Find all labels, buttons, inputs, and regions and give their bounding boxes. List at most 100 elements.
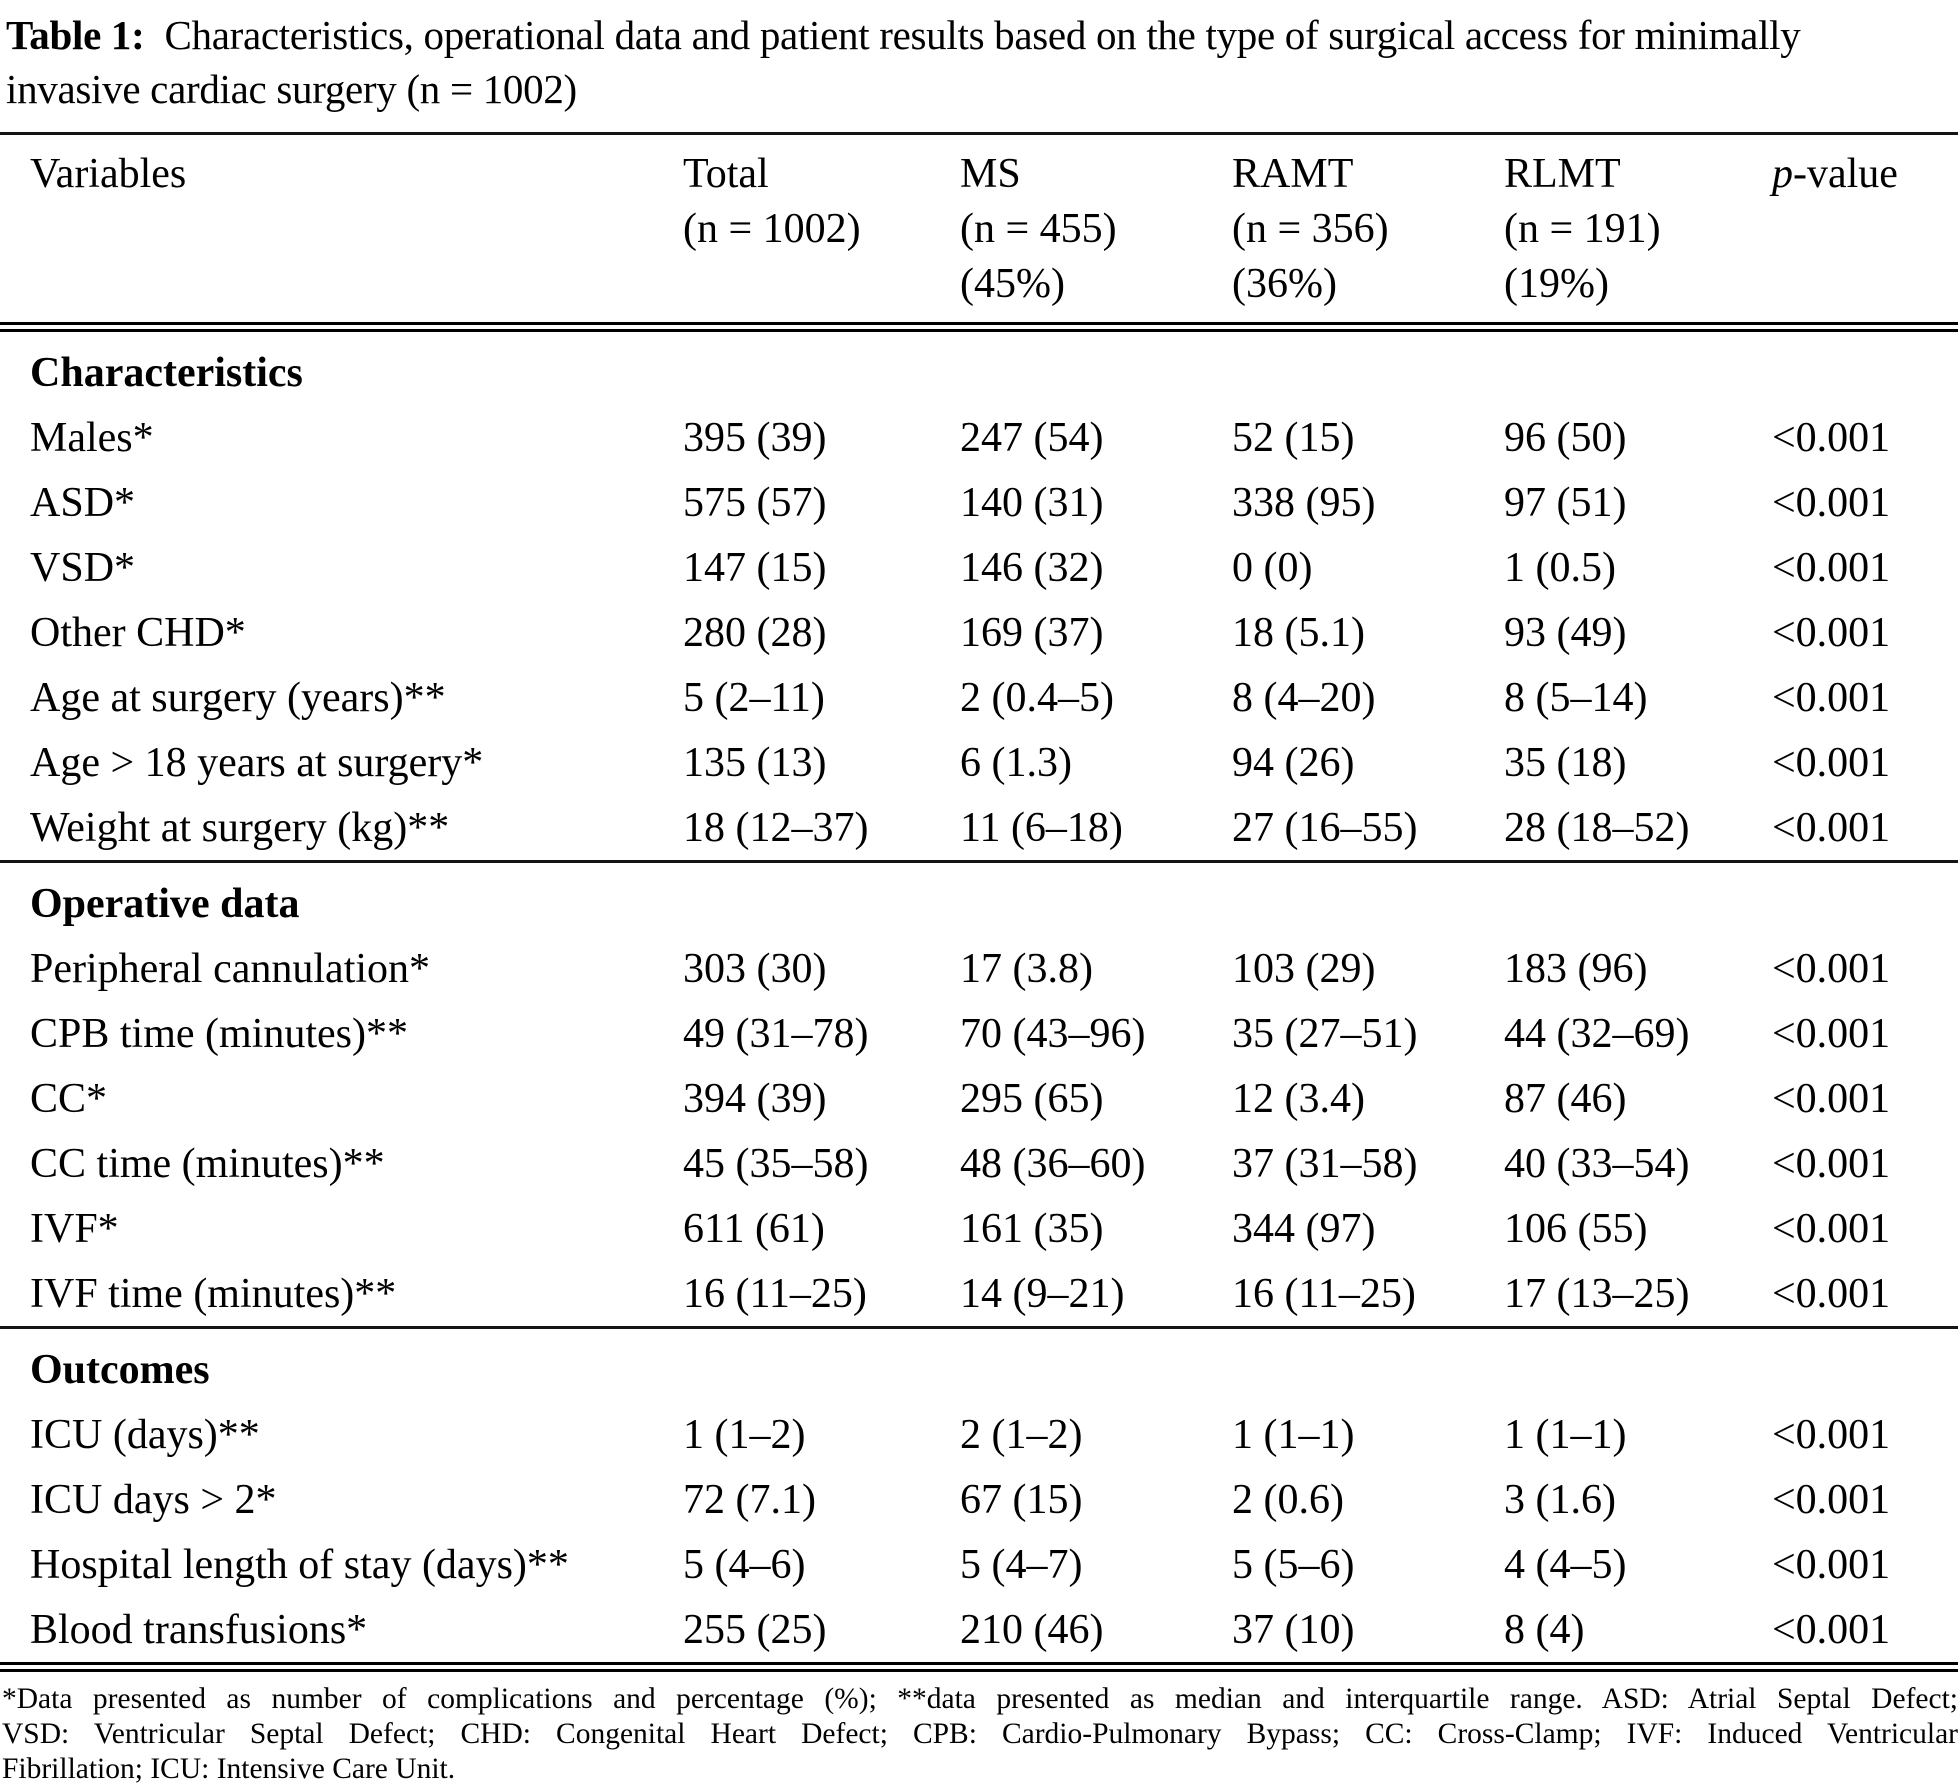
row-value: 295 (65) xyxy=(960,1075,1104,1122)
row-label: ICU days > 2* xyxy=(30,1476,277,1523)
row-value: 2 (1–2) xyxy=(960,1411,1083,1458)
col-header-pvalue: p-value xyxy=(1772,133,1958,332)
row-value: 11 (6–18) xyxy=(960,804,1123,851)
table-caption: Table 1: Characteristics, operational dat… xyxy=(0,0,1960,116)
table-row: Blood transfusions* 255 (25) 210 (46) 37… xyxy=(0,1597,1958,1667)
row-value: 52 (15) xyxy=(1232,414,1355,461)
row-label: ICU (days)** xyxy=(30,1411,260,1458)
table-section: Characteristics Males* 395 (39) 247 (54)… xyxy=(0,327,1958,862)
section-title: Characteristics xyxy=(30,349,303,396)
row-value: <0.001 xyxy=(1772,544,1891,591)
row-value: 0 (0) xyxy=(1232,544,1313,591)
row-label: Hospital length of stay (days)** xyxy=(30,1541,569,1588)
row-value: 72 (7.1) xyxy=(683,1476,816,1523)
row-value: 6 (1.3) xyxy=(960,739,1072,786)
row-value: 35 (18) xyxy=(1504,739,1627,786)
row-label: CC time (minutes)** xyxy=(30,1140,385,1187)
table-row: Males* 395 (39) 247 (54) 52 (15) 96 (50)… xyxy=(0,405,1958,470)
table-row: IVF* 611 (61) 161 (35) 344 (97) 106 (55)… xyxy=(0,1196,1958,1261)
row-value: 49 (31–78) xyxy=(683,1010,869,1057)
row-label: Blood transfusions* xyxy=(30,1606,368,1653)
row-value: 103 (29) xyxy=(1232,945,1376,992)
row-value: 14 (9–21) xyxy=(960,1270,1125,1317)
row-value: 18 (12–37) xyxy=(683,804,869,851)
row-value: 247 (54) xyxy=(960,414,1104,461)
row-value: 1 (1–2) xyxy=(683,1411,806,1458)
row-label: Peripheral cannulation* xyxy=(30,945,431,992)
row-label: CC* xyxy=(30,1075,108,1122)
row-value: <0.001 xyxy=(1772,479,1891,526)
row-value: 8 (4) xyxy=(1504,1606,1585,1653)
row-value: <0.001 xyxy=(1772,804,1891,851)
row-label: VSD* xyxy=(30,544,136,591)
row-value: 27 (16–55) xyxy=(1232,804,1418,851)
row-label: Age at surgery (years)** xyxy=(30,674,446,721)
row-value: 575 (57) xyxy=(683,479,827,526)
row-value: 135 (13) xyxy=(683,739,827,786)
row-value: 183 (96) xyxy=(1504,945,1648,992)
row-value: 395 (39) xyxy=(683,414,827,461)
row-label: IVF time (minutes)** xyxy=(30,1270,397,1317)
row-value: 161 (35) xyxy=(960,1205,1104,1252)
table-row: CC* 394 (39) 295 (65) 12 (3.4) 87 (46) <… xyxy=(0,1066,1958,1131)
section-title: Operative data xyxy=(30,880,300,927)
row-value: <0.001 xyxy=(1772,1411,1891,1458)
footnote-line: *Data presented as number of complicatio… xyxy=(2,1683,1958,1715)
row-value: 35 (27–51) xyxy=(1232,1010,1418,1057)
row-value: 8 (5–14) xyxy=(1504,674,1648,721)
row-value: 37 (10) xyxy=(1232,1606,1355,1653)
row-value: 3 (1.6) xyxy=(1504,1476,1616,1523)
table-header: Variables Total (n = 1002) MS (n = 455) … xyxy=(0,133,1958,332)
row-value: <0.001 xyxy=(1772,945,1891,992)
table-row: IVF time (minutes)** 16 (11–25) 14 (9–21… xyxy=(0,1261,1958,1328)
table-row: Age at surgery (years)** 5 (2–11) 2 (0.4… xyxy=(0,665,1958,730)
table-row: CC time (minutes)** 45 (35–58) 48 (36–60… xyxy=(0,1131,1958,1196)
caption-text-2: invasive cardiac surgery (n = 1002) xyxy=(6,66,577,112)
row-value: 5 (2–11) xyxy=(683,674,825,721)
row-value: 94 (26) xyxy=(1232,739,1355,786)
row-value: 4 (4–5) xyxy=(1504,1541,1627,1588)
header-row: Variables Total (n = 1002) MS (n = 455) … xyxy=(0,133,1958,332)
row-value: 146 (32) xyxy=(960,544,1104,591)
row-value: 67 (15) xyxy=(960,1476,1083,1523)
row-label: Other CHD* xyxy=(30,609,246,656)
row-label: Weight at surgery (kg)** xyxy=(30,804,450,851)
col-header-ms: MS (n = 455) (45%) xyxy=(960,133,1232,332)
pvalue-header-text: p-value xyxy=(1772,151,1898,197)
row-label: CPB time (minutes)** xyxy=(30,1010,408,1057)
row-value: 8 (4–20) xyxy=(1232,674,1376,721)
col-header-total: Total (n = 1002) xyxy=(683,133,960,332)
section-header-row: Outcomes xyxy=(0,1328,1958,1403)
row-value: 97 (51) xyxy=(1504,479,1627,526)
section-header-row: Characteristics xyxy=(0,327,1958,405)
table-row: VSD* 147 (15) 146 (32) 0 (0) 1 (0.5) <0.… xyxy=(0,535,1958,600)
footnote-line: VSD: Ventricular Septal Defect; CHD: Con… xyxy=(2,1718,1958,1750)
row-value: 140 (31) xyxy=(960,479,1104,526)
row-value: 87 (46) xyxy=(1504,1075,1627,1122)
data-table: Variables Total (n = 1002) MS (n = 455) … xyxy=(0,132,1958,1672)
table-row: ASD* 575 (57) 140 (31) 338 (95) 97 (51) … xyxy=(0,470,1958,535)
row-value: 5 (4–7) xyxy=(960,1541,1083,1588)
row-label: Age > 18 years at surgery* xyxy=(30,739,484,786)
row-value: 611 (61) xyxy=(683,1205,825,1252)
caption-table-number: Table 1: xyxy=(6,12,145,58)
row-value: 44 (32–69) xyxy=(1504,1010,1690,1057)
row-value: 96 (50) xyxy=(1504,414,1627,461)
table-row: Age > 18 years at surgery* 135 (13) 6 (1… xyxy=(0,730,1958,795)
row-label: IVF* xyxy=(30,1205,119,1252)
table-footnote: *Data presented as number of complicatio… xyxy=(0,1672,1960,1787)
row-label: ASD* xyxy=(30,479,136,526)
row-value: <0.001 xyxy=(1772,1541,1891,1588)
row-value: 147 (15) xyxy=(683,544,827,591)
row-value: 2 (0.4–5) xyxy=(960,674,1114,721)
row-value: 5 (5–6) xyxy=(1232,1541,1355,1588)
row-value: <0.001 xyxy=(1772,739,1891,786)
row-value: 17 (3.8) xyxy=(960,945,1093,992)
row-value: <0.001 xyxy=(1772,1476,1891,1523)
row-value: <0.001 xyxy=(1772,1140,1891,1187)
row-value: 12 (3.4) xyxy=(1232,1075,1365,1122)
table-row: Other CHD* 280 (28) 169 (37) 18 (5.1) 93… xyxy=(0,600,1958,665)
row-value: 1 (0.5) xyxy=(1504,544,1616,591)
table-row: ICU days > 2* 72 (7.1) 67 (15) 2 (0.6) 3… xyxy=(0,1467,1958,1532)
